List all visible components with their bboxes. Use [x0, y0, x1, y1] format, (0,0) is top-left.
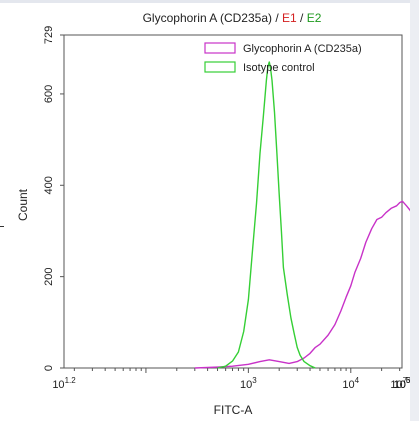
x-axis-label: FITC-A	[214, 403, 253, 417]
y-tick-label: 200	[43, 267, 55, 285]
series-isotype-line	[217, 61, 316, 369]
histogram-chart: Glycophorin A (CD235a) / E1 / E2 FITC-A …	[16, 11, 419, 417]
x-tick-label: 105	[394, 376, 410, 391]
chart-title: Glycophorin A (CD235a) / E1 / E2	[143, 11, 322, 25]
left-edge-marker	[0, 226, 4, 227]
y-tick-label: 600	[43, 85, 55, 103]
x-tick-label: 106	[394, 376, 410, 391]
title-prefix: Glycophorin A (CD235a) /	[143, 11, 282, 25]
series-layer	[194, 61, 419, 369]
x-tick-label: 101.2	[52, 376, 76, 391]
x-tick-label: 107.5	[390, 376, 410, 391]
legend-label-isotype: Isotype control	[243, 62, 315, 74]
y-tick-label: 729	[43, 26, 55, 44]
title-e2: E2	[307, 11, 322, 25]
window-right-strip	[410, 0, 419, 421]
y-tick-label: 0	[43, 365, 55, 371]
legend-swatch-isotype	[204, 61, 236, 73]
legend: Glycophorin A (CD235a) Isotype control	[204, 42, 362, 74]
y-tick-label: 400	[43, 176, 55, 194]
title-sep: /	[297, 11, 307, 25]
window-top-strip	[0, 0, 419, 3]
legend-swatch-glycophorin	[204, 42, 236, 54]
x-tick-label: 103	[240, 376, 257, 391]
x-tick-label: 104	[342, 376, 359, 391]
y-axis-ticks: 0 200 400 600 729	[43, 26, 64, 371]
plot-area	[63, 34, 403, 369]
legend-label-glycophorin: Glycophorin A (CD235a)	[243, 43, 362, 55]
y-axis-label: Count	[16, 188, 30, 221]
title-e1: E1	[282, 11, 297, 25]
series-glycophorin-line	[194, 200, 419, 369]
